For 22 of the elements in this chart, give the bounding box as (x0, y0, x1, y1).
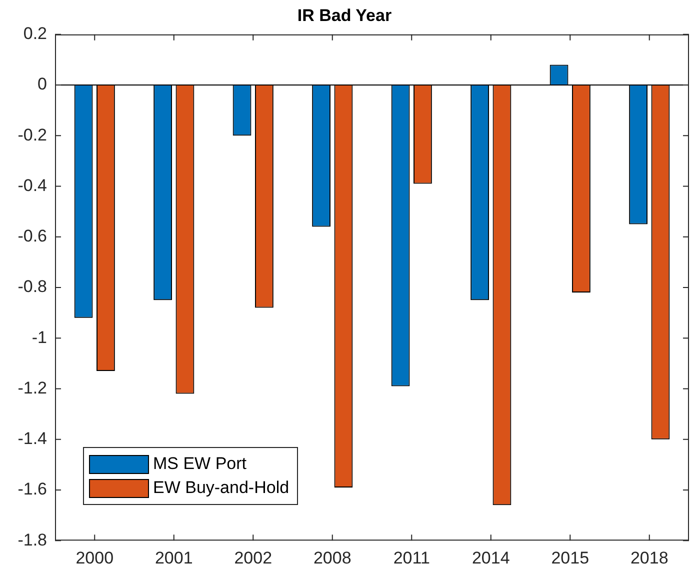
y-tick-label: -1 (32, 328, 47, 347)
x-tick-label: 2000 (76, 548, 114, 568)
y-tick-label: -0.4 (18, 176, 47, 195)
x-tick-label: 2011 (393, 548, 430, 568)
x-tick-label: 2008 (313, 548, 352, 568)
x-tick-label: 2018 (630, 548, 668, 568)
y-tick-label: 0.2 (23, 24, 47, 44)
x-tick-label: 2002 (234, 548, 272, 568)
y-tick-label: -1.2 (18, 378, 47, 398)
x-tick-label: 2014 (472, 548, 510, 568)
legend-label: MS EW Port (153, 454, 247, 474)
y-tick-label: -1.6 (18, 480, 47, 499)
x-tick-label: 2001 (154, 548, 193, 568)
y-tick-label: -0.6 (18, 226, 47, 246)
y-tick-label: -1.4 (18, 429, 47, 448)
y-tick-label: -0.2 (18, 125, 47, 144)
y-tick-label: 0 (38, 74, 47, 94)
y-tick-label: -0.8 (18, 277, 47, 296)
legend-label: EW Buy-and-Hold (153, 478, 290, 498)
chart-title: IR Bad Year (297, 6, 392, 25)
x-tick-label: 2015 (551, 548, 590, 568)
y-tick-label: -1.8 (18, 530, 47, 550)
